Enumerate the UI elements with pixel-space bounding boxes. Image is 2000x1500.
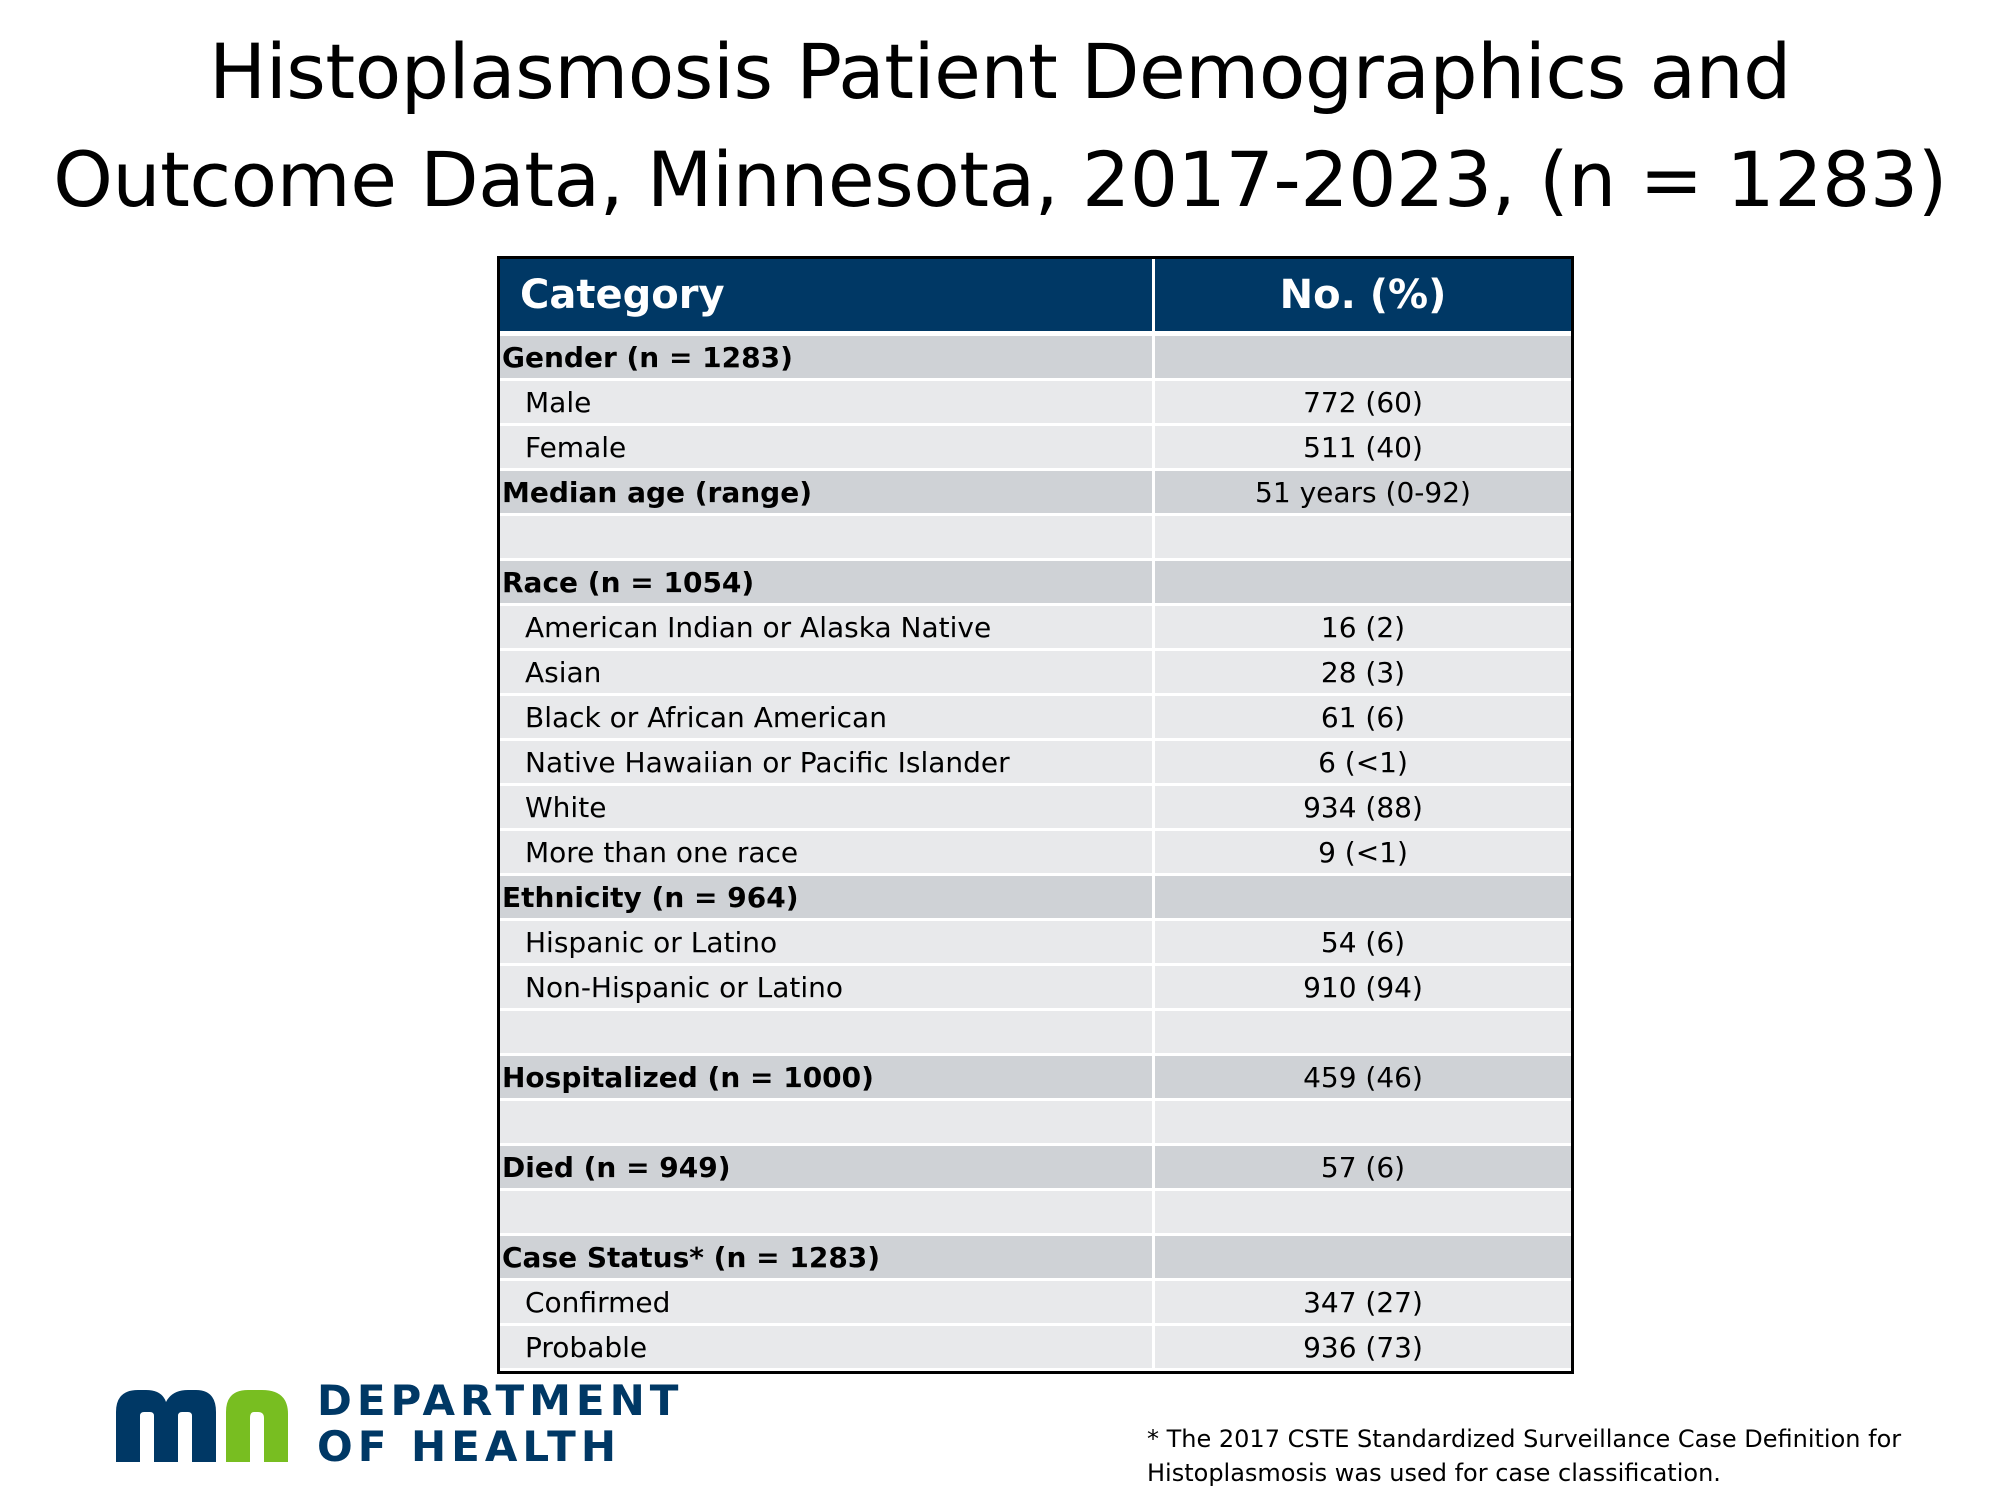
table-row: Confirmed 347 (27) xyxy=(500,1279,1571,1326)
row-category-cell: Case Status* (n = 1283) xyxy=(500,1234,1155,1281)
logo-line-1: DEPARTMENT xyxy=(317,1376,684,1425)
row-value-cell: 61 (6) xyxy=(1153,694,1571,741)
table-row: Male 772 (60) xyxy=(500,379,1571,426)
column-header-value: No. (%) xyxy=(1153,259,1571,336)
row-value-cell: 57 (6) xyxy=(1153,1144,1571,1191)
table-spacer-row xyxy=(500,1189,1571,1236)
row-value-cell xyxy=(1153,1189,1571,1236)
demographics-table-grid: Category No. (%) Gender (n = 1283) Male 77… xyxy=(500,259,1571,1371)
table-section-row: Case Status* (n = 1283) xyxy=(500,1234,1571,1281)
row-category-cell xyxy=(500,1099,1155,1146)
row-category-cell: Ethnicity (n = 964) xyxy=(500,874,1155,921)
row-value-cell: 54 (6) xyxy=(1153,919,1571,966)
row-category-cell: Median age (range) xyxy=(500,469,1155,516)
table-spacer-row xyxy=(500,1099,1571,1146)
table-row: Black or African American 61 (6) xyxy=(500,694,1571,741)
row-category-cell: Asian xyxy=(500,649,1155,696)
table-spacer-row xyxy=(500,514,1571,561)
row-value-cell xyxy=(1153,874,1571,921)
column-header-category: Category xyxy=(500,259,1155,336)
table-row: Hispanic or Latino 54 (6) xyxy=(500,919,1571,966)
row-category-cell: Black or African American xyxy=(500,694,1155,741)
row-category-cell: Race (n = 1054) xyxy=(500,559,1155,606)
logo-line-2: OF HEALTH xyxy=(317,1422,621,1471)
row-value-cell: 347 (27) xyxy=(1153,1279,1571,1326)
row-category-cell xyxy=(500,1189,1155,1236)
row-category-cell: Hispanic or Latino xyxy=(500,919,1155,966)
table-row: White 934 (88) xyxy=(500,784,1571,831)
logo-wordmark: DEPARTMENT OF HEALTH xyxy=(317,1378,683,1470)
page-title: Histoplasmosis Patient Demographics and … xyxy=(0,18,2000,234)
footnote: * The 2017 CSTE Standardized Surveillanc… xyxy=(1147,1422,1927,1490)
row-value-cell xyxy=(1153,559,1571,606)
table-row: More than one race 9 (<1) xyxy=(500,829,1571,876)
row-category-cell: White xyxy=(500,784,1155,831)
row-value-cell: 459 (46) xyxy=(1153,1054,1571,1101)
table-row: Asian 28 (3) xyxy=(500,649,1571,696)
table-row: Female 511 (40) xyxy=(500,424,1571,471)
demographics-table: Category No. (%) Gender (n = 1283) Male 77… xyxy=(497,256,1574,1374)
row-category-cell: Male xyxy=(500,379,1155,426)
table-header-row: Category No. (%) xyxy=(500,259,1571,336)
footnote-line-1: * The 2017 CSTE Standardized Surveillanc… xyxy=(1147,1425,1902,1453)
row-category-cell: Probable xyxy=(500,1324,1155,1371)
footnote-line-2: Histoplasmosis was used for case classif… xyxy=(1147,1459,1721,1487)
table-row: American Indian or Alaska Native 16 (2) xyxy=(500,604,1571,651)
table-row: Native Hawaiian or Pacific Islander 6 (<1… xyxy=(500,739,1571,786)
row-value-cell xyxy=(1153,1099,1571,1146)
row-category-cell xyxy=(500,514,1155,561)
row-value-cell: 51 years (0-92) xyxy=(1153,469,1571,516)
table-spacer-row xyxy=(500,1009,1571,1056)
table-section-row: Died (n = 949) 57 (6) xyxy=(500,1144,1571,1191)
table-section-row: Gender (n = 1283) xyxy=(500,333,1571,381)
table-section-row: Ethnicity (n = 964) xyxy=(500,874,1571,921)
row-category-cell: American Indian or Alaska Native xyxy=(500,604,1155,651)
row-category-cell xyxy=(500,1009,1155,1056)
page-title-line-2: Outcome Data, Minnesota, 2017-2023, (n =… xyxy=(53,135,1947,224)
row-category-cell: Hospitalized (n = 1000) xyxy=(500,1054,1155,1101)
mn-logo-icon xyxy=(116,1390,288,1462)
row-category-cell: Non-Hispanic or Latino xyxy=(500,964,1155,1011)
table-section-row: Hospitalized (n = 1000) 459 (46) xyxy=(500,1054,1571,1101)
row-value-cell xyxy=(1153,1009,1571,1056)
page-title-line-1: Histoplasmosis Patient Demographics and xyxy=(209,27,1791,116)
row-value-cell xyxy=(1153,1234,1571,1281)
row-category-cell: Confirmed xyxy=(500,1279,1155,1326)
mn-department-of-health-logo: DEPARTMENT OF HEALTH xyxy=(112,1378,678,1470)
row-category-cell: Female xyxy=(500,424,1155,471)
row-value-cell: 16 (2) xyxy=(1153,604,1571,651)
row-value-cell: 772 (60) xyxy=(1153,379,1571,426)
row-value-cell: 936 (73) xyxy=(1153,1324,1571,1371)
row-value-cell: 934 (88) xyxy=(1153,784,1571,831)
row-value-cell: 6 (<1) xyxy=(1153,739,1571,786)
table-section-row: Race (n = 1054) xyxy=(500,559,1571,606)
row-category-cell: Gender (n = 1283) xyxy=(500,333,1155,381)
row-value-cell: 28 (3) xyxy=(1153,649,1571,696)
row-value-cell: 9 (<1) xyxy=(1153,829,1571,876)
row-category-cell: More than one race xyxy=(500,829,1155,876)
row-value-cell: 910 (94) xyxy=(1153,964,1571,1011)
row-value-cell xyxy=(1153,514,1571,561)
row-category-cell: Native Hawaiian or Pacific Islander xyxy=(500,739,1155,786)
row-category-cell: Died (n = 949) xyxy=(500,1144,1155,1191)
row-value-cell xyxy=(1153,333,1571,381)
table-row: Non-Hispanic or Latino 910 (94) xyxy=(500,964,1571,1011)
table-row: Probable 936 (73) xyxy=(500,1324,1571,1371)
table-section-row: Median age (range) 51 years (0-92) xyxy=(500,469,1571,516)
table-body: Gender (n = 1283) Male 772 (60) Female 511 (… xyxy=(500,333,1571,1371)
row-value-cell: 511 (40) xyxy=(1153,424,1571,471)
